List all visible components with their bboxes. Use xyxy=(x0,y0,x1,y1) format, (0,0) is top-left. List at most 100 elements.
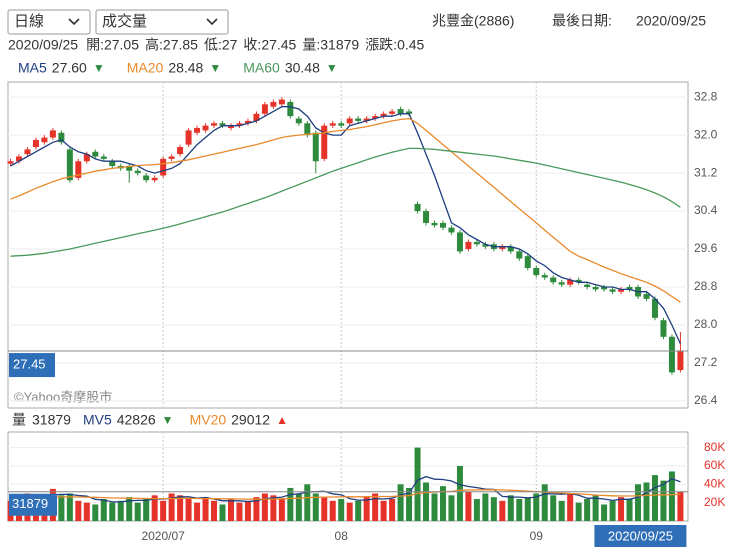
info-value: 0.45 xyxy=(397,37,424,53)
candle-body xyxy=(312,132,319,162)
candle-body xyxy=(516,251,523,259)
period-select[interactable]: 日線 xyxy=(7,9,91,35)
volume-bar xyxy=(295,493,302,521)
candle-body xyxy=(643,294,650,299)
volume-bar xyxy=(423,482,430,521)
volume-bar xyxy=(338,498,345,521)
legend-trend: ▼ xyxy=(162,413,174,427)
volume-bar xyxy=(609,500,616,521)
select-text[interactable]: 成交量 xyxy=(102,12,147,30)
volume-bar xyxy=(355,500,362,521)
candle-body xyxy=(7,161,14,164)
candle-body xyxy=(507,246,514,252)
candle-body xyxy=(49,130,56,138)
candle-body xyxy=(278,99,285,105)
legend-name: MA5 xyxy=(18,60,47,76)
volume-bar xyxy=(177,495,184,521)
volume-bar xyxy=(406,487,413,521)
legend-value: 31879 xyxy=(32,412,71,428)
legend-name: MV5 xyxy=(83,412,112,428)
candle-body xyxy=(109,161,116,166)
volume-bar xyxy=(329,500,336,521)
candle-body xyxy=(355,118,362,121)
select-text[interactable]: 日線 xyxy=(14,13,44,30)
chevron[interactable] xyxy=(206,18,218,26)
volume-bar xyxy=(533,493,540,521)
candle-body xyxy=(677,351,684,371)
x-tick-label: 09 xyxy=(530,529,544,543)
candle-body xyxy=(194,128,201,133)
volume-bar xyxy=(253,497,260,521)
info-value: 27.45 xyxy=(261,37,296,53)
volume-bar xyxy=(448,495,455,521)
candle-body xyxy=(58,132,65,143)
legend-value: 42826 xyxy=(117,412,156,428)
candle-body xyxy=(41,137,48,143)
candle-body xyxy=(168,156,175,159)
volume-bar xyxy=(58,495,65,521)
y-tick-label: 80K xyxy=(704,440,725,454)
volume-bar xyxy=(160,500,167,521)
volume-bar xyxy=(507,495,514,521)
candle-body xyxy=(575,279,582,283)
select-box[interactable] xyxy=(95,9,229,35)
candle-body xyxy=(465,241,472,250)
candle-body xyxy=(329,123,336,126)
volume-bar xyxy=(660,480,667,521)
legend-trend: ▲ xyxy=(276,413,288,427)
volume-bar xyxy=(651,475,658,521)
candle-body xyxy=(499,246,506,250)
volume-bar xyxy=(151,495,158,521)
panel-select[interactable]: 成交量 xyxy=(95,9,229,35)
candle-body xyxy=(83,154,90,162)
volume-bar xyxy=(143,498,150,521)
legend-trend: ▼ xyxy=(93,61,105,75)
legend-name: MA60 xyxy=(243,60,280,76)
candle-body xyxy=(143,175,150,181)
last-volume-label: 31879 xyxy=(12,496,48,511)
stock-name: 兆豐金(2886) xyxy=(432,13,514,29)
candle-body xyxy=(456,232,463,252)
volume-bar xyxy=(219,504,226,521)
candle-body xyxy=(609,289,616,292)
candle-body xyxy=(431,222,438,226)
line xyxy=(10,489,681,500)
candle-body xyxy=(321,125,328,159)
info-label: 量: xyxy=(302,37,320,53)
info-label: 收: xyxy=(243,37,261,53)
candle-body xyxy=(380,113,387,117)
volume-bar xyxy=(194,502,201,521)
select-box[interactable] xyxy=(7,9,91,35)
volume-bar xyxy=(75,500,82,521)
candle-body xyxy=(448,227,455,233)
volume-bar xyxy=(261,493,268,521)
candle-body xyxy=(567,279,574,285)
y-tick-label: 40K xyxy=(704,476,725,490)
candle-body xyxy=(389,111,396,114)
candle-body xyxy=(346,118,353,124)
candle-body xyxy=(177,147,184,155)
volume-bar xyxy=(635,484,642,521)
volume-bar xyxy=(550,495,557,521)
candle-body xyxy=(550,277,557,283)
volume-bar xyxy=(677,491,684,521)
candle-body xyxy=(287,101,294,117)
x-tick-label: 2020/07 xyxy=(141,529,185,543)
candle-body xyxy=(651,298,658,318)
volume-bar xyxy=(211,500,218,521)
line xyxy=(10,117,681,303)
candle-body xyxy=(92,151,99,157)
price-panel xyxy=(7,81,689,409)
volume-bar xyxy=(601,504,608,521)
candle-body xyxy=(439,222,446,228)
info-label: 高: xyxy=(145,37,163,53)
chevron[interactable] xyxy=(68,18,80,26)
info-value: 31879 xyxy=(320,37,359,53)
y-tick-label: 26.4 xyxy=(694,393,718,407)
candle-body xyxy=(15,156,22,162)
volume-bar xyxy=(244,500,251,521)
candle-body xyxy=(584,284,591,287)
candle-body xyxy=(482,244,489,247)
volume-bar xyxy=(541,484,548,521)
legend-value: 27.60 xyxy=(52,60,87,76)
